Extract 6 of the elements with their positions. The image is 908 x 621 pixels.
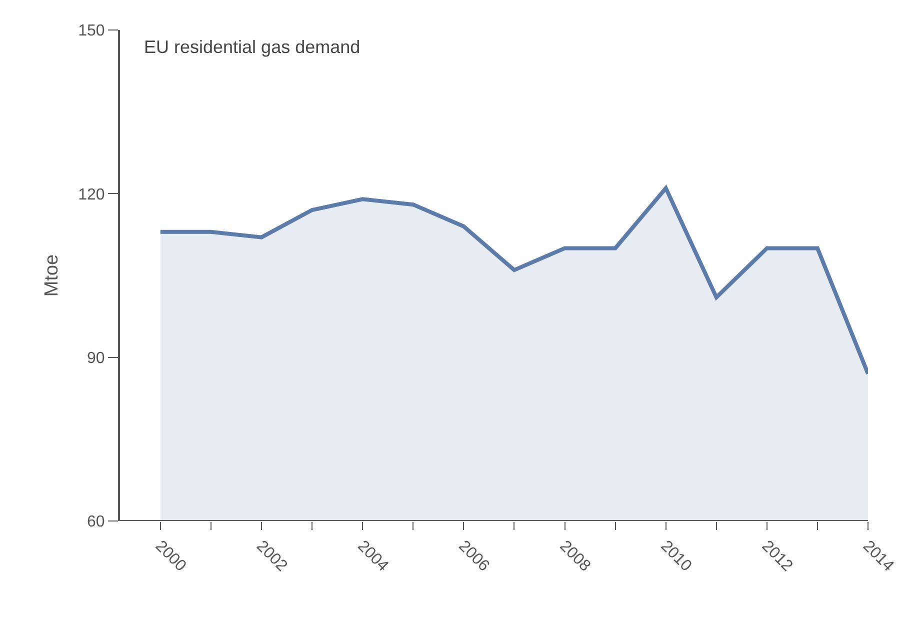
- y-axis-title: Mtoe: [41, 254, 62, 297]
- y-tick-label: 90: [87, 350, 105, 367]
- y-tick-label: 150: [78, 22, 105, 40]
- y-tick-label: 120: [78, 186, 105, 204]
- chart-title: EU residential gas demand: [144, 37, 360, 57]
- y-tick-label: 60: [87, 514, 105, 531]
